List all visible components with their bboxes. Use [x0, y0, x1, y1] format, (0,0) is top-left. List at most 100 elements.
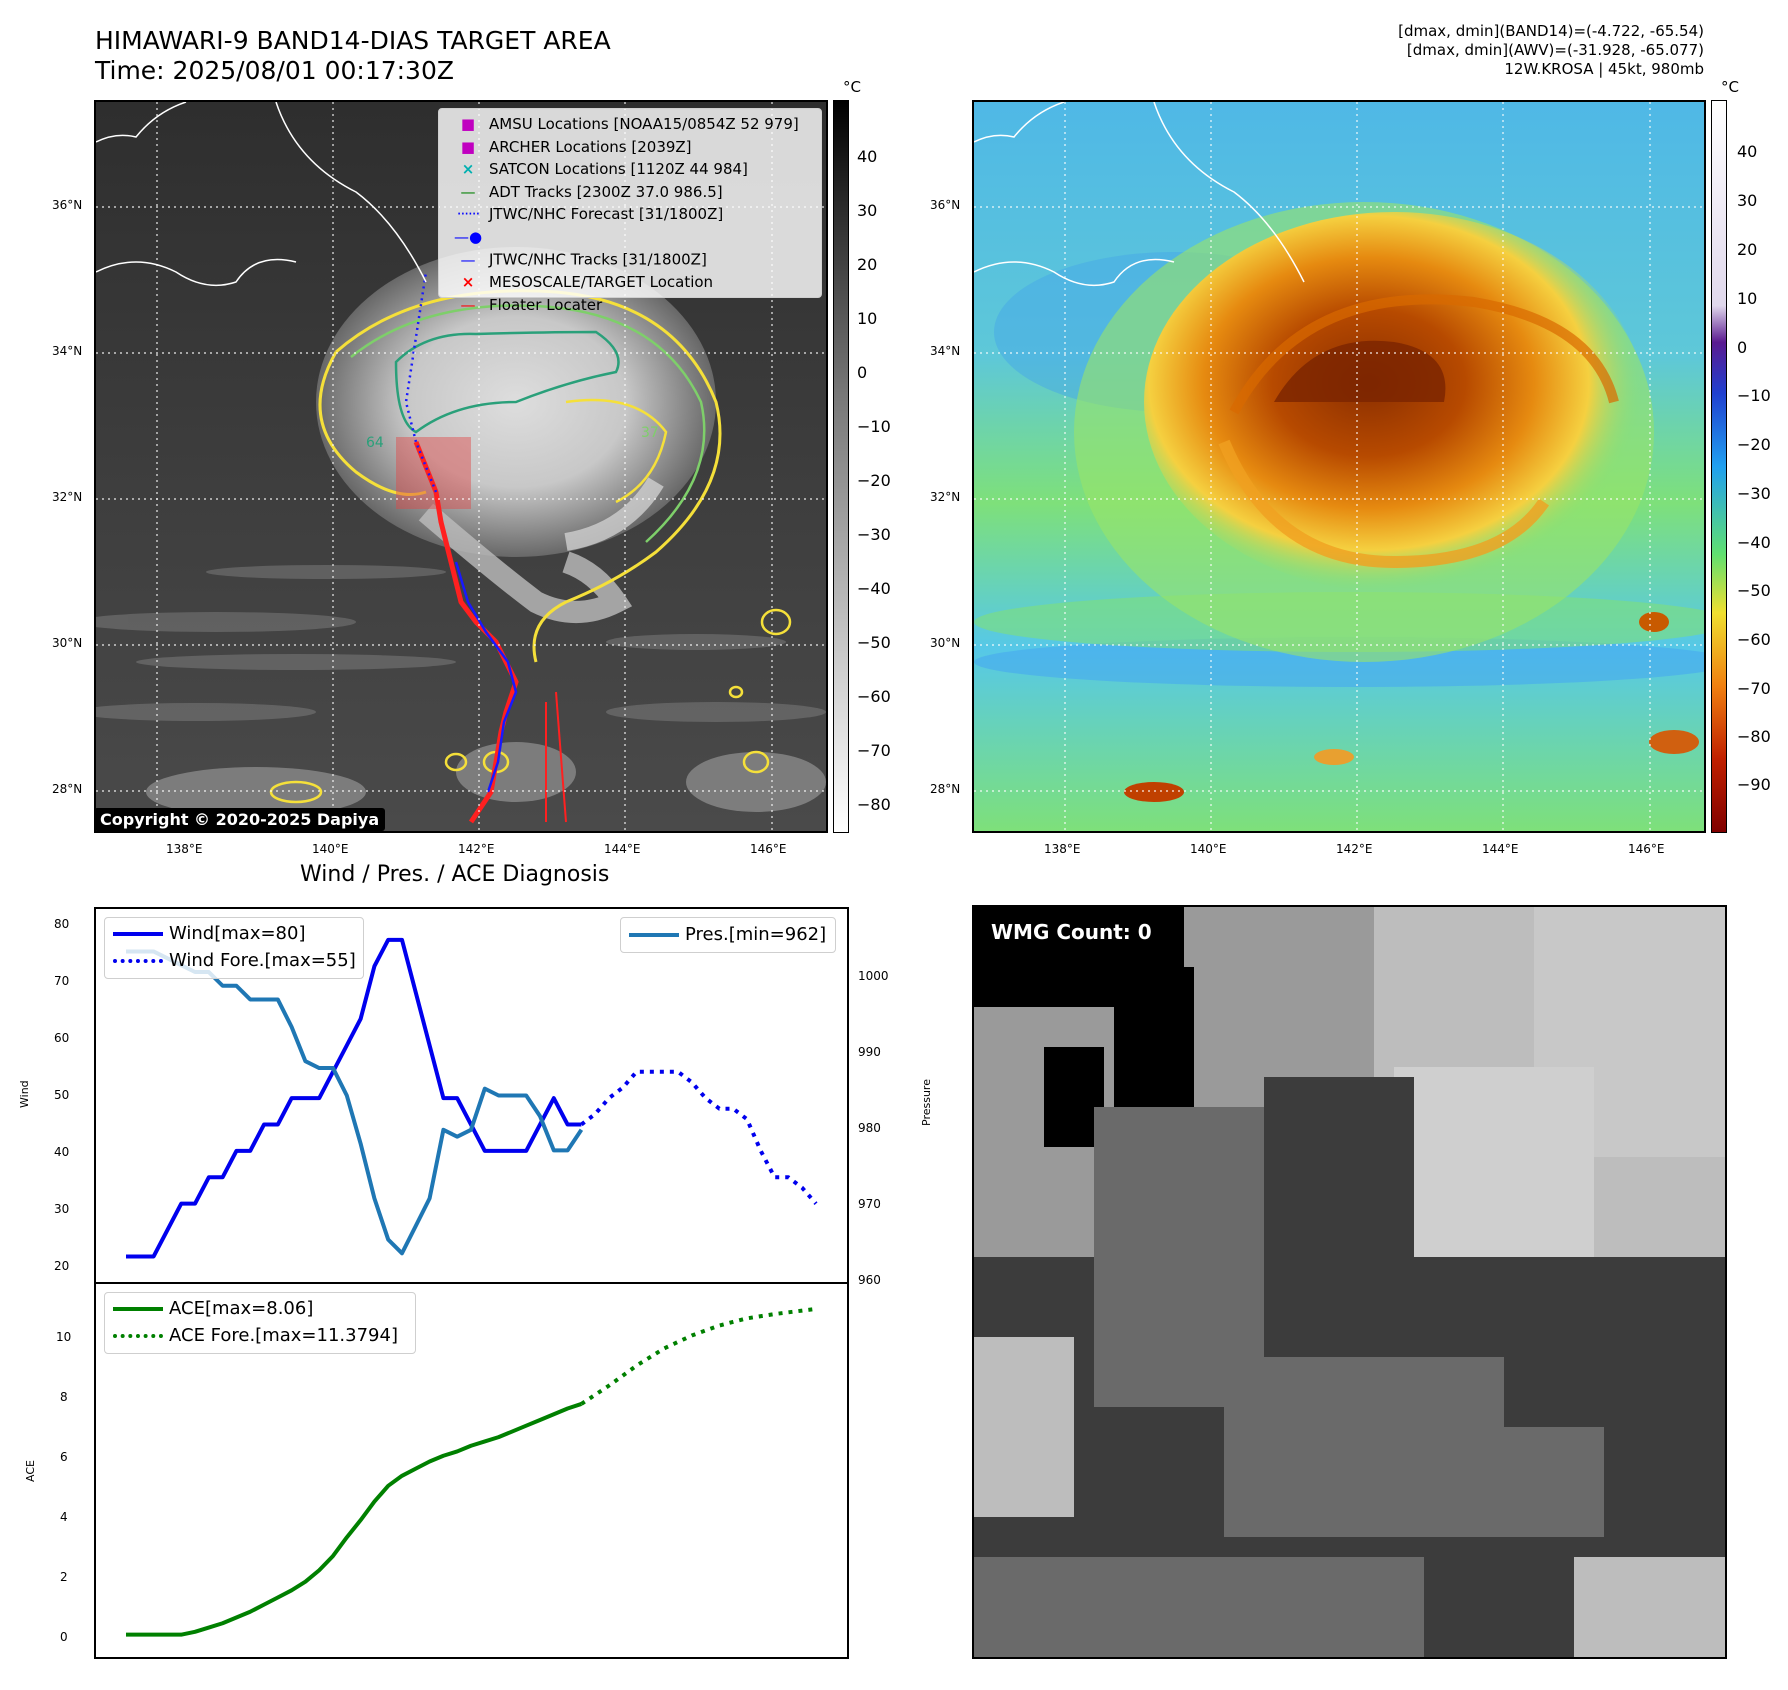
ace-ylabel: ACE — [24, 1460, 37, 1482]
ace-tick: 0 — [60, 1630, 68, 1644]
lat-label: 36°N — [930, 198, 961, 212]
wind-series-1-line — [580, 1069, 818, 1205]
wind-legend: Wind[max=80] Wind Fore.[max=55] — [104, 917, 364, 979]
cb2-tick: 30 — [1737, 191, 1758, 210]
ace-plot — [126, 1306, 817, 1637]
lat-label: 32°N — [52, 490, 83, 504]
intensity-info: [dmax, dmin](BAND14)=(-4.722, -65.54) [d… — [1398, 22, 1704, 79]
ace-tick: 4 — [60, 1510, 68, 1524]
cb1-tick: −20 — [857, 471, 891, 490]
lon-label: 138°E — [166, 842, 203, 856]
pressure-legend-item: Pres.[min=962] — [629, 920, 835, 950]
figure-title: HIMAWARI-9 BAND14-DIAS TARGET AREA Time:… — [95, 26, 611, 86]
cb1-tick: −30 — [857, 525, 891, 544]
info-line-1: [dmax, dmin](BAND14)=(-4.722, -65.54) — [1398, 22, 1704, 40]
cb1-tick: −60 — [857, 687, 891, 706]
pressure-tick: 1000 — [858, 969, 889, 983]
lon-label: 140°E — [312, 842, 349, 856]
cb2-tick: 10 — [1737, 289, 1758, 308]
lon-label: 138°E — [1044, 842, 1081, 856]
wind-tick: 60 — [54, 1031, 70, 1045]
lon-label: 146°E — [1628, 842, 1665, 856]
lon-label: 144°E — [1482, 842, 1519, 856]
wind-tick: 80 — [54, 917, 70, 931]
title-line-2: Time: 2025/08/01 00:17:30Z — [95, 56, 454, 85]
lat-label: 28°N — [52, 782, 83, 796]
copyright-label: Copyright © 2020-2025 Dapiya — [94, 808, 386, 831]
wind-tick: 70 — [54, 974, 70, 988]
awv-map-panel — [972, 100, 1706, 833]
ace-tick: 6 — [60, 1450, 68, 1464]
ace-legend-forecast: ACE Fore.[max=11.3794] — [113, 1322, 415, 1349]
wmg-image — [974, 907, 1725, 1657]
map-legend: ■ AMSU Locations [NOAA15/0854Z 52 979] ■ A… — [438, 108, 822, 314]
cb1-tick: 0 — [857, 363, 868, 382]
diagnosis-title: Wind / Pres. / ACE Diagnosis — [300, 862, 610, 887]
lon-label: 146°E — [750, 842, 787, 856]
legend-target: × MESOSCALE/TARGET Location — [461, 273, 714, 292]
wmg-count-label: WMG Count: 0 — [986, 918, 1157, 946]
legend-satcon: × SATCON Locations [1120Z 44 984] — [461, 160, 748, 179]
lat-label: 28°N — [930, 782, 961, 796]
title-line-1: HIMAWARI-9 BAND14-DIAS TARGET AREA — [95, 26, 611, 55]
ace-chart: ACE[max=8.06] ACE Fore.[max=11.3794] — [94, 1282, 849, 1659]
cb1-tick: 20 — [857, 255, 878, 274]
cb1-tick: 30 — [857, 201, 878, 220]
wind-tick: 20 — [54, 1259, 70, 1273]
lat-label: 34°N — [52, 344, 83, 358]
ace-tick: 10 — [56, 1330, 72, 1344]
lat-label: 36°N — [52, 198, 83, 212]
lat-label: 32°N — [930, 490, 961, 504]
info-line-2: [dmax, dmin](AWV)=(-31.928, -65.077) — [1406, 41, 1704, 59]
lat-label: 34°N — [930, 344, 961, 358]
pressure-tick: 980 — [858, 1121, 881, 1135]
ace-legend-observed: ACE[max=8.06] — [113, 1295, 415, 1322]
lon-label: 142°E — [1336, 842, 1373, 856]
legend-amsu: ■ AMSU Locations [NOAA15/0854Z 52 979] — [460, 115, 799, 133]
pressure-tick: 960 — [858, 1273, 881, 1287]
cb2-tick: −70 — [1737, 679, 1771, 698]
cb1-tick: −10 — [857, 417, 891, 436]
colorbar-awv — [1711, 100, 1727, 833]
pressure-legend: Pres.[min=962] — [620, 917, 836, 953]
cb1-tick: −50 — [857, 633, 891, 652]
colorbar-awv-unit: °C — [1721, 78, 1739, 96]
legend-jtwc-tracks: —●— JTWC/NHC Tracks [31/1800Z] — [453, 227, 707, 269]
awv-map — [974, 102, 1704, 831]
cb1-tick: −80 — [857, 795, 891, 814]
legend-jtwc-forecast: ······ JTWC/NHC Forecast [31/1800Z] — [456, 205, 724, 224]
legend-archer: ■ ARCHER Locations [2039Z] — [460, 137, 692, 156]
colorbar-band14 — [833, 100, 849, 833]
contour-label-64: 64 — [366, 435, 384, 451]
lon-label: 140°E — [1190, 842, 1227, 856]
info-line-3: 12W.KROSA | 45kt, 980mb — [1504, 60, 1704, 78]
wind-legend-observed: Wind[max=80] — [113, 920, 363, 947]
cb2-tick: −20 — [1737, 435, 1771, 454]
ace-series-0-line — [126, 1402, 583, 1637]
pressure-ylabel: Pressure — [920, 1079, 933, 1126]
cb2-tick: −50 — [1737, 581, 1771, 600]
cb2-tick: −10 — [1737, 386, 1771, 405]
cb2-tick: −80 — [1737, 727, 1771, 746]
cb1-tick: −70 — [857, 741, 891, 760]
cb2-tick: −90 — [1737, 775, 1771, 794]
ace-tick: 2 — [60, 1570, 68, 1584]
wind-pressure-chart: Wind[max=80] Wind Fore.[max=55] Pres.[mi… — [94, 907, 849, 1284]
wind-series-0-line — [126, 937, 582, 1259]
wmg-panel — [972, 905, 1727, 1659]
lon-label: 142°E — [458, 842, 495, 856]
cb2-tick: 40 — [1737, 142, 1758, 161]
wind-legend-forecast: Wind Fore.[max=55] — [113, 947, 363, 974]
colorbar-band14-unit: °C — [843, 78, 861, 96]
ace-series-1-line — [580, 1306, 817, 1406]
wind-tick: 30 — [54, 1202, 70, 1216]
cb1-tick: 40 — [857, 147, 878, 166]
cb2-tick: 20 — [1737, 240, 1758, 259]
cb2-tick: −30 — [1737, 484, 1771, 503]
ir-map-panel: 64 37 — [94, 100, 828, 833]
cb2-tick: 0 — [1737, 338, 1748, 357]
cb2-tick: −60 — [1737, 630, 1771, 649]
wind-tick: 40 — [54, 1145, 70, 1159]
pressure-tick: 970 — [858, 1197, 881, 1211]
lat-label: 30°N — [52, 636, 83, 650]
